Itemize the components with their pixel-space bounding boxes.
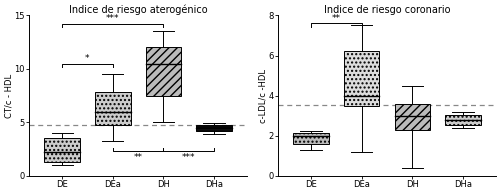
Bar (394, 104, 430, 130)
Bar (445, 115, 480, 125)
Y-axis label: c-LDL/c -HDL: c-LDL/c -HDL (258, 69, 267, 123)
Title: Indice de riesgo aterogénico: Indice de riesgo aterogénico (69, 4, 207, 15)
Bar (44, 138, 80, 162)
Bar (344, 52, 380, 106)
Text: **: ** (332, 14, 341, 23)
Y-axis label: CT/c - HDL: CT/c - HDL (4, 74, 13, 118)
Title: Indice de riesgo coronario: Indice de riesgo coronario (324, 5, 450, 15)
Text: *: * (85, 54, 89, 63)
Bar (95, 92, 130, 125)
Bar (196, 125, 232, 131)
Text: ***: *** (182, 153, 196, 162)
Bar (293, 133, 328, 144)
Bar (146, 47, 181, 96)
Text: ***: *** (106, 14, 120, 23)
Text: **: ** (134, 153, 142, 162)
